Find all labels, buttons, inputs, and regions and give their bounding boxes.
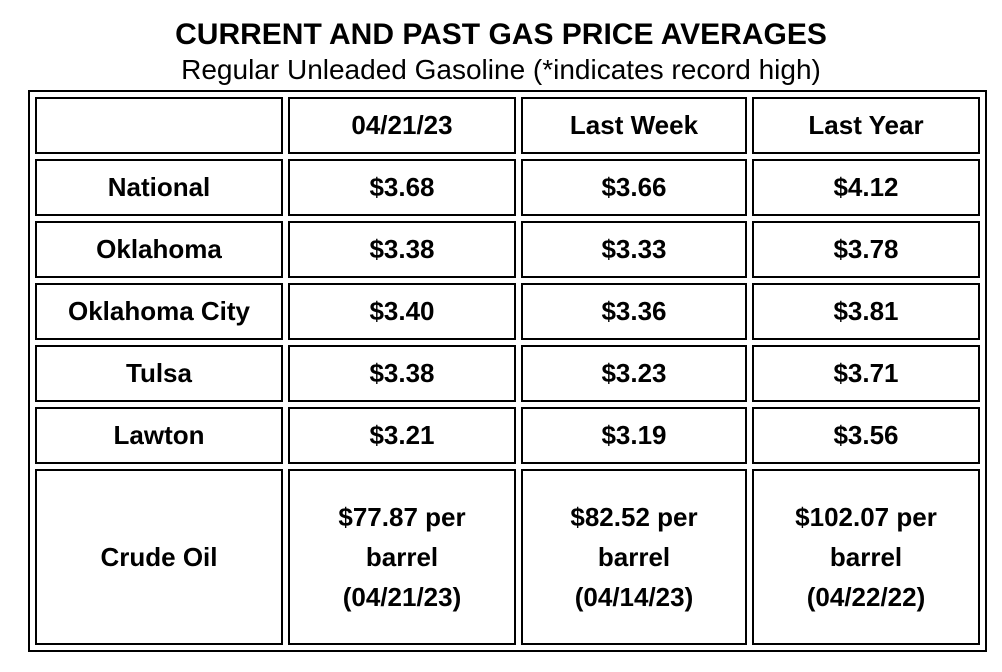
row-label: Crude Oil [35,469,283,645]
price-cell: $3.36 [521,283,747,340]
header-cell-blank [35,97,283,154]
header-cell-current-date: 04/21/23 [288,97,516,154]
price-cell: $102.07 per barrel (04/22/22) [752,469,980,645]
header-cell-last-week: Last Week [521,97,747,154]
price-cell: $3.68 [288,159,516,216]
row-label: Tulsa [35,345,283,402]
price-cell: $3.21 [288,407,516,464]
row-label: National [35,159,283,216]
price-cell: $3.66 [521,159,747,216]
row-label: Oklahoma [35,221,283,278]
row-label: Oklahoma City [35,283,283,340]
table-header-row: 04/21/23 Last Week Last Year [35,97,980,154]
price-cell: $77.87 per barrel (04/21/23) [288,469,516,645]
price-cell: $82.52 per barrel (04/14/23) [521,469,747,645]
header-cell-last-year: Last Year [752,97,980,154]
table-row-national: National $3.68 $3.66 $4.12 [35,159,980,216]
price-cell: $4.12 [752,159,980,216]
table-row-lawton: Lawton $3.21 $3.19 $3.56 [35,407,980,464]
price-cell: $3.19 [521,407,747,464]
price-cell: $3.33 [521,221,747,278]
table-row-oklahoma-city: Oklahoma City $3.40 $3.36 $3.81 [35,283,980,340]
price-cell: $3.38 [288,345,516,402]
price-cell: $3.81 [752,283,980,340]
page-subtitle: Regular Unleaded Gasoline (*indicates re… [181,54,821,85]
price-cell: $3.56 [752,407,980,464]
table-row-oklahoma: Oklahoma $3.38 $3.33 $3.78 [35,221,980,278]
price-cell: $3.23 [521,345,747,402]
row-label: Lawton [35,407,283,464]
page-title: CURRENT AND PAST GAS PRICE AVERAGES [175,18,827,51]
table-row-crude-oil: Crude Oil $77.87 per barrel (04/21/23) $… [35,469,980,645]
table-row-tulsa: Tulsa $3.38 $3.23 $3.71 [35,345,980,402]
price-cell: $3.71 [752,345,980,402]
price-cell: $3.78 [752,221,980,278]
gas-price-table: 04/21/23 Last Week Last Year National $3… [28,90,987,652]
price-cell: $3.40 [288,283,516,340]
price-cell: $3.38 [288,221,516,278]
